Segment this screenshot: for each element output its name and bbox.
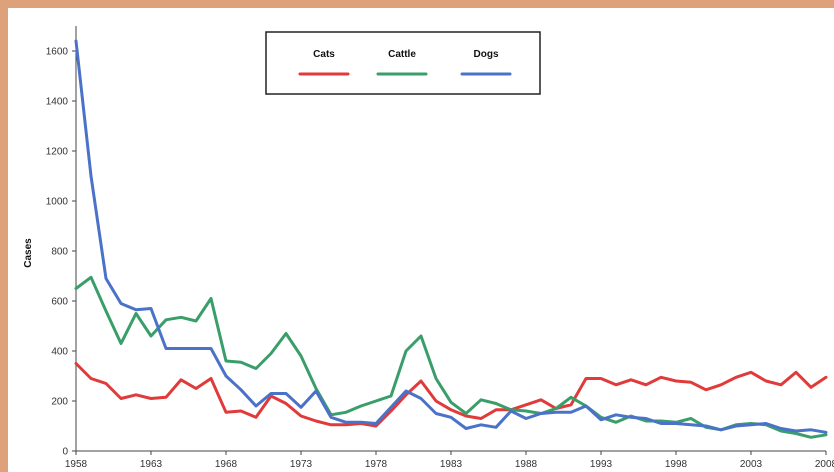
- y-axis: 0 200 400 600 800 1000 1200 1400 1600: [46, 26, 77, 458]
- x-tick-label: 1983: [440, 459, 463, 470]
- series-line-dogs: [74, 39, 828, 434]
- x-tick-label: 1988: [515, 459, 538, 470]
- series-layer: [74, 39, 828, 439]
- series-line-cattle: [74, 275, 828, 439]
- chart-frame: 0 200 400 600 800 1000 1200 1400 1600 1958 1963 19…: [8, 8, 834, 472]
- legend-label-cats: Cats: [313, 49, 335, 60]
- y-tick-label: 400: [51, 347, 68, 358]
- x-axis: 1958 1963 1968 1973 1978 1983 1988 1993 1998 2003…: [65, 450, 834, 470]
- y-axis-title: Cases: [23, 238, 34, 268]
- x-tick-label: 2003: [740, 459, 763, 470]
- x-tick-label: 1968: [215, 459, 238, 470]
- y-tick-label: 600: [51, 297, 68, 308]
- x-tick-label: 1958: [65, 459, 88, 470]
- series-line-cats: [74, 362, 828, 428]
- x-tick-label: 1998: [665, 459, 688, 470]
- x-tick-label: 1978: [365, 459, 388, 470]
- legend: Cats Cattle Dogs: [265, 31, 541, 95]
- y-tick-label: 0: [62, 447, 68, 458]
- x-tick-label: 1993: [590, 459, 613, 470]
- legend-label-dogs: Dogs: [474, 49, 499, 60]
- x-tick-label: 2008: [815, 459, 834, 470]
- y-tick-label: 1200: [46, 147, 69, 158]
- x-tick-label: 1963: [140, 459, 163, 470]
- legend-label-cattle: Cattle: [388, 49, 416, 60]
- legend-box: [265, 31, 541, 95]
- y-tick-label: 200: [51, 397, 68, 408]
- y-tick-label: 1400: [46, 97, 69, 108]
- x-tick-label: 1973: [290, 459, 313, 470]
- y-tick-label: 800: [51, 247, 68, 258]
- y-tick-label: 1600: [46, 47, 69, 58]
- y-tick-label: 1000: [46, 197, 69, 208]
